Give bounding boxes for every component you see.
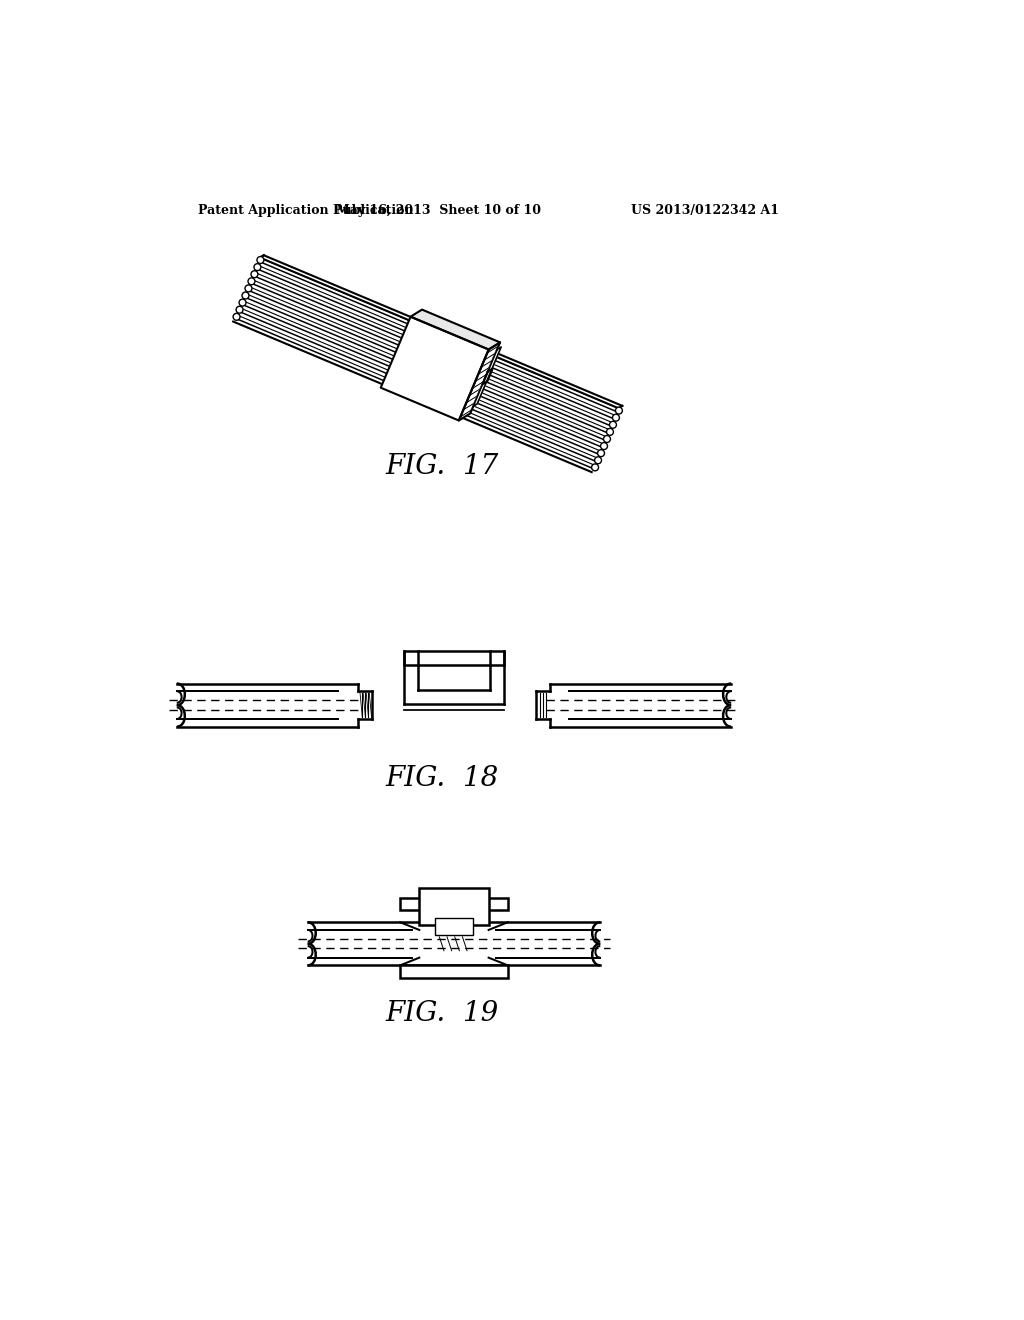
Circle shape	[242, 292, 249, 298]
Circle shape	[609, 421, 616, 428]
Text: May 16, 2013  Sheet 10 of 10: May 16, 2013 Sheet 10 of 10	[336, 205, 541, 218]
Bar	[403, 651, 504, 665]
Circle shape	[592, 463, 599, 471]
Circle shape	[615, 407, 623, 414]
Circle shape	[257, 256, 264, 264]
Bar	[400, 965, 508, 978]
Circle shape	[254, 264, 261, 271]
Polygon shape	[473, 347, 501, 407]
Circle shape	[598, 450, 604, 457]
Circle shape	[595, 457, 601, 463]
Text: FIG.  19: FIG. 19	[386, 999, 499, 1027]
Circle shape	[251, 271, 258, 277]
Polygon shape	[381, 317, 488, 421]
Bar	[419, 888, 488, 925]
Text: FIG.  18: FIG. 18	[386, 764, 499, 792]
Circle shape	[248, 277, 255, 285]
Circle shape	[245, 285, 252, 292]
Circle shape	[233, 313, 240, 321]
Text: FIG.  17: FIG. 17	[386, 453, 499, 480]
Polygon shape	[459, 342, 500, 421]
Circle shape	[239, 300, 246, 306]
Circle shape	[612, 414, 620, 421]
Bar	[435, 919, 473, 936]
Bar	[400, 898, 508, 909]
Polygon shape	[411, 310, 500, 350]
Circle shape	[237, 306, 243, 313]
Text: Patent Application Publication: Patent Application Publication	[199, 205, 414, 218]
Polygon shape	[482, 368, 493, 384]
Circle shape	[603, 436, 610, 442]
Circle shape	[600, 442, 607, 450]
Circle shape	[606, 429, 613, 436]
Text: US 2013/0122342 A1: US 2013/0122342 A1	[631, 205, 779, 218]
